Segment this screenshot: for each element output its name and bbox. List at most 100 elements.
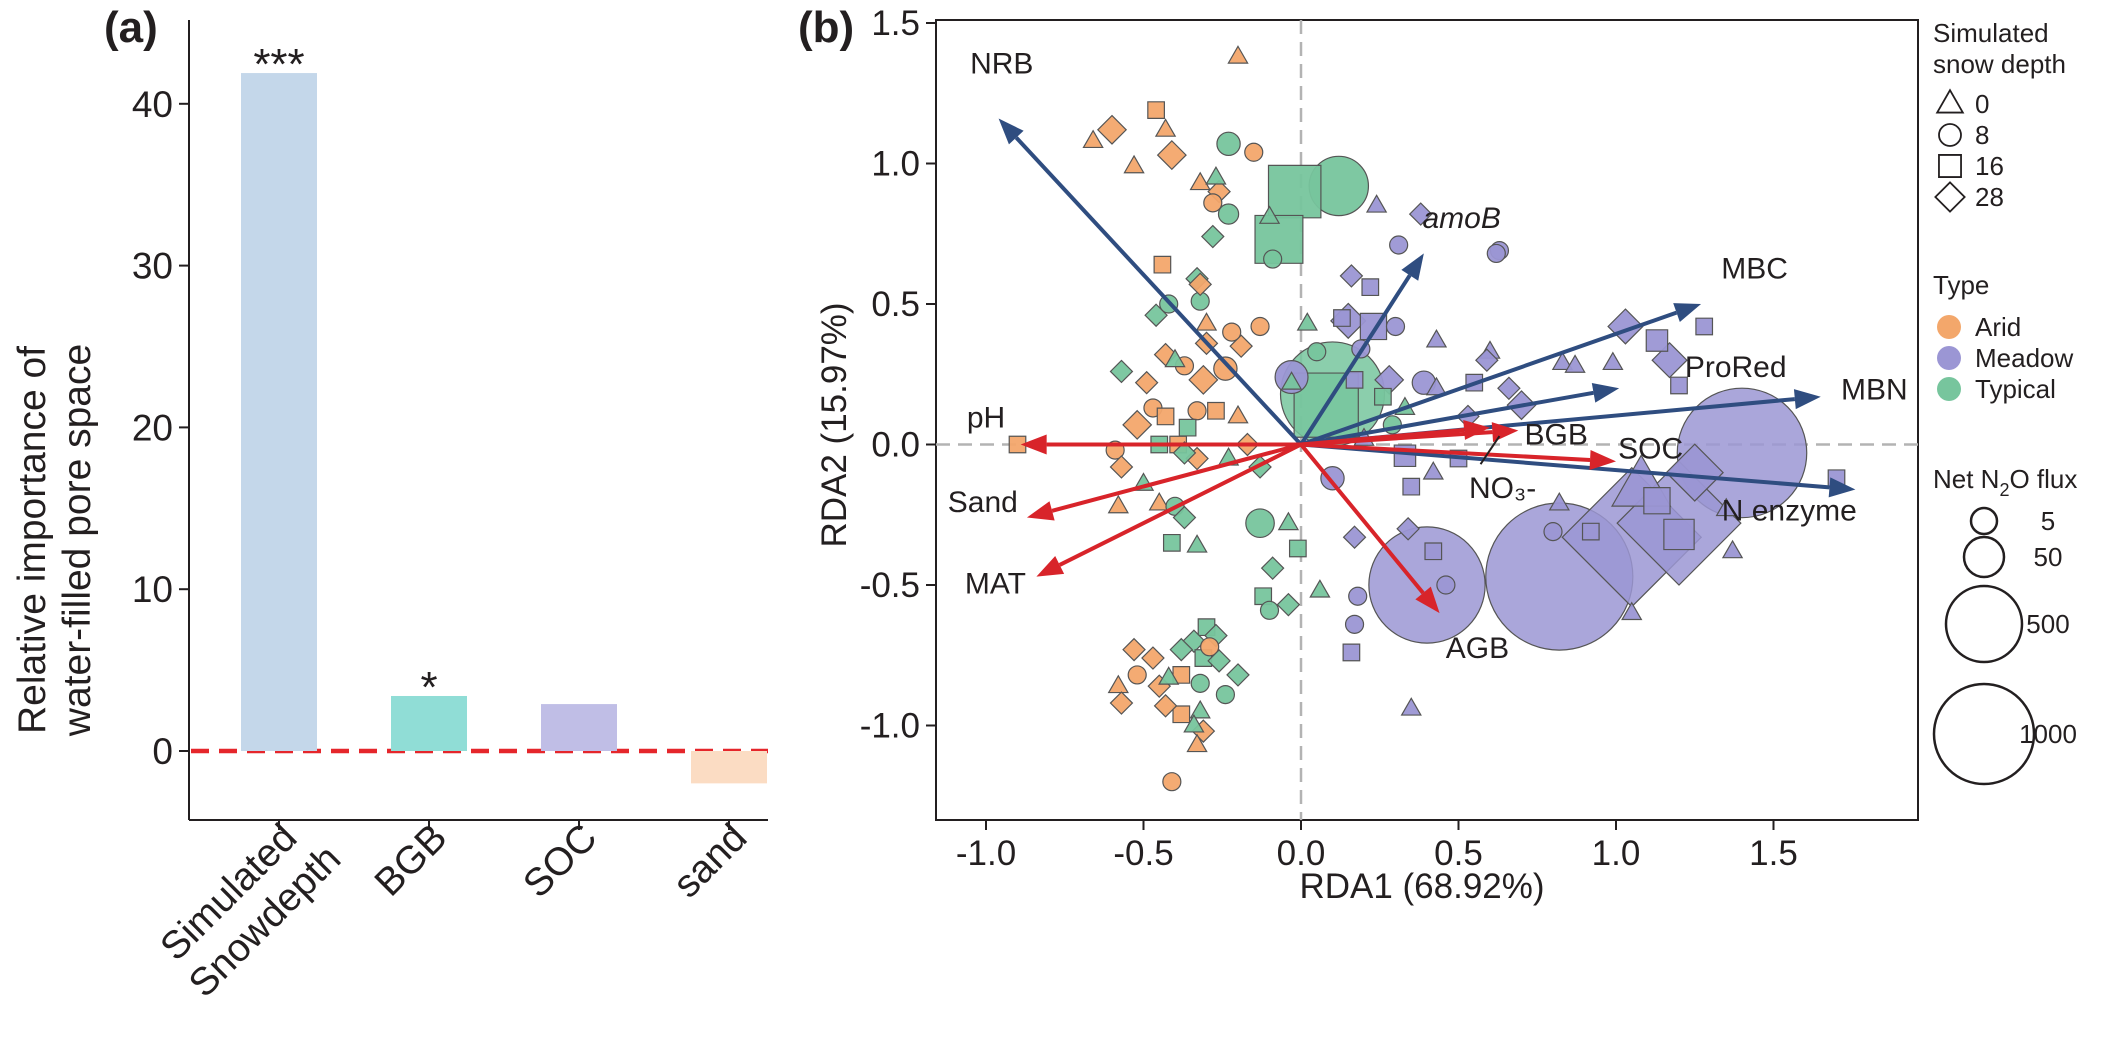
panel-b-point-arid — [1153, 255, 1172, 274]
panel-b-point-typical — [1267, 164, 1322, 219]
legend-size-label: 8 — [1975, 120, 1989, 150]
panel-a-y-axis-label: Relative importance of water-filled pore… — [11, 344, 99, 737]
panel-b-point-arid — [1188, 364, 1219, 395]
panel-a-bar-chart: (a) Relative importance of water-filled … — [11, 3, 768, 1006]
panel-b-point-typical — [1288, 539, 1307, 558]
panel-b-rda-biplot: (b) RDA2 (15.97%) RDA1 (68.92%) -1.0 -0.5… — [798, 3, 2077, 906]
panel-b-point-typical — [1172, 441, 1197, 465]
panel-b-point-typical — [1215, 684, 1236, 705]
panel-b-point-meadow — [1621, 601, 1643, 621]
panel-b-x-tick-label: -0.5 — [1113, 834, 1173, 873]
panel-a-x-tick-label: SOC — [515, 816, 605, 906]
panel-b-y-tick-label: 1.5 — [871, 4, 920, 43]
legend-shape-square — [1938, 154, 1962, 178]
legend-type-label: Arid — [1975, 312, 2021, 342]
panel-b-point-arid — [1195, 312, 1218, 331]
panel-b-point-typical — [1296, 312, 1318, 331]
panel-b-point-arid — [1109, 691, 1134, 715]
panel-b-point-typical — [1190, 673, 1210, 693]
panel-b-point-typical — [1158, 666, 1180, 685]
panel-a-bar — [391, 695, 467, 751]
panel-b-point-meadow — [1564, 354, 1586, 373]
panel-b-point-typical — [1162, 533, 1181, 552]
panel-b-point-arid — [1127, 665, 1147, 685]
panel-b-x-tick-label: 0.5 — [1434, 834, 1483, 873]
panel-b-point-arid — [1153, 694, 1178, 718]
panel-b-point-arid — [1096, 114, 1128, 145]
panel-b-point-typical — [1280, 371, 1303, 390]
panel-b-vectors: NRB amoB MBC ProRed MBN N enzyme BGB SOC AGB pH Sa… — [948, 48, 1908, 665]
panel-b-point-typical — [1205, 165, 1227, 185]
panel-b-vector-arrowhead — [1793, 389, 1821, 410]
panel-b-point-arid — [1134, 370, 1159, 395]
panel-b-point-arid — [1123, 154, 1145, 174]
panel-b-vector-arrowhead — [1591, 382, 1620, 403]
panel-b-point-meadow — [1715, 497, 1737, 517]
panel-b-x-tick-label: -1.0 — [956, 834, 1016, 873]
panel-b-point-typical — [1189, 699, 1211, 719]
panel-b-vector-line — [1058, 442, 1302, 567]
panel-a-y-tick-label: 30 — [132, 246, 173, 287]
panel-b-point-meadow — [1425, 328, 1448, 348]
panel-b-point-meadow — [1721, 539, 1744, 559]
panel-b-y-tick-label: -1.0 — [860, 707, 920, 746]
panel-b-point-arid — [1187, 401, 1207, 421]
legend-flux-circle — [1962, 535, 2006, 579]
panel-b-point-typical — [1172, 505, 1197, 530]
panel-b-point-typical — [1226, 663, 1250, 687]
panel-b-vector-line — [1300, 442, 1591, 462]
panel-b-point-arid — [1008, 435, 1027, 454]
panel-b-point-typical — [1258, 205, 1281, 224]
panel-b-point-meadow — [1348, 586, 1368, 606]
panel-b-point-typical — [1263, 249, 1283, 269]
panel-b-point-meadow — [1497, 376, 1521, 401]
legend-flux-title-subscript: 2 — [1999, 480, 2009, 500]
panel-b-point-arid — [1107, 494, 1129, 514]
panel-b-point-arid — [1227, 404, 1249, 424]
panel-b-x-axis-label: RDA1 (68.92%) — [1299, 867, 1544, 906]
panel-b-point-arid — [1244, 142, 1264, 162]
panel-b-vector-label: MAT — [965, 567, 1026, 600]
panel-b-point-typical — [1309, 579, 1331, 598]
panel-b-point-meadow — [1581, 522, 1600, 541]
panel-a-significance-mark: * — [420, 663, 437, 712]
panel-b-x-tick-label: 1.5 — [1749, 834, 1798, 873]
panel-b-point-meadow — [1368, 526, 1486, 644]
panel-b-vector-label: MBN — [1841, 374, 1908, 407]
panel-b-point-meadow — [1422, 461, 1444, 480]
panel-a-category-line1: SOC — [515, 816, 605, 906]
legend-flux-circle — [1969, 506, 1999, 536]
panel-b-point-arid — [1188, 272, 1213, 297]
panel-b-vector-arrowhead — [1401, 253, 1424, 281]
panel-b-vector-arrowhead — [1026, 501, 1055, 521]
panel-b-point-arid — [1122, 409, 1153, 440]
legend-flux-label: 50 — [2034, 542, 2063, 572]
panel-b-vector-label: MBC — [1721, 253, 1788, 286]
panel-b-vector-label: ProRed — [1685, 351, 1787, 384]
panel-b-point-typical — [1109, 359, 1134, 384]
panel-b-vector-line — [1014, 136, 1303, 446]
panel-a-y-label-line1: Relative importance of — [11, 346, 54, 734]
legend-type-swatch — [1937, 346, 1961, 370]
legend-type-swatch — [1937, 377, 1961, 401]
legend-flux-circle — [1944, 584, 2024, 664]
legend-flux-title-prefix: Net N — [1933, 464, 1999, 494]
panel-b-point-arid — [1203, 193, 1223, 213]
panel-a-x-tick-label: sand — [665, 816, 755, 906]
legend-shape-circle — [1938, 123, 1962, 147]
panel-a-bar — [541, 704, 617, 751]
panel-b-vector-label: BGB — [1524, 419, 1587, 452]
panel-b-point-meadow — [1342, 643, 1361, 662]
panel-b-point-meadow — [1365, 194, 1388, 213]
panel-b-point-typical — [1260, 556, 1285, 580]
panel-b-point-arid — [1186, 733, 1208, 753]
panel-b-point-meadow — [1402, 477, 1421, 496]
panel-a-y-tick-label: 0 — [152, 731, 173, 772]
panel-b-point-meadow — [1408, 202, 1433, 226]
panel-a-y-tick-label: 20 — [132, 407, 173, 448]
panel-b-vector-arrowhead — [1463, 419, 1490, 440]
panel-b-point-meadow — [1643, 486, 1671, 515]
legend-flux-circle — [1932, 682, 2036, 786]
